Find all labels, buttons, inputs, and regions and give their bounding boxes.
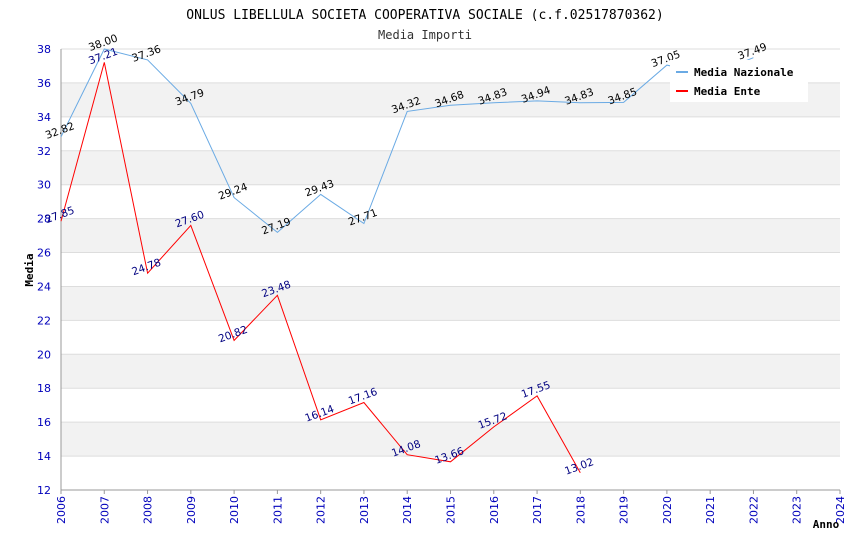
- x-tick-label: 2012: [315, 496, 328, 524]
- y-tick-label: 26: [37, 247, 51, 260]
- chart-title: ONLUS LIBELLULA SOCIETA COOPERATIVA SOCI…: [186, 8, 663, 23]
- legend-box: [670, 60, 808, 102]
- x-tick-label: 2018: [574, 496, 587, 524]
- data-label-media-ente: 20.82: [217, 324, 249, 346]
- x-tick-label: 2009: [185, 496, 198, 524]
- series-line-media-nazionale: [60, 48, 754, 234]
- data-label-media-nazionale: 37.36: [130, 43, 163, 65]
- x-tick-label: 2022: [747, 496, 760, 524]
- y-tick-label: 32: [37, 145, 51, 158]
- y-tick-label: 30: [37, 179, 51, 192]
- x-tick-label: 2021: [704, 496, 717, 524]
- band: [61, 422, 840, 457]
- x-tick-label: 2023: [791, 496, 804, 524]
- data-label-media-nazionale: 37.49: [736, 41, 768, 63]
- data-label-media-ente: 13.02: [563, 456, 595, 478]
- y-tick-label: 28: [37, 213, 51, 226]
- x-tick-label: 2013: [358, 496, 371, 524]
- data-label-media-ente: 17.16: [347, 386, 380, 408]
- y-tick-label: 34: [37, 111, 51, 124]
- y-tick-labels: 12 14 16 18 20 22 24 26 28 30 32 34 36 38: [37, 43, 51, 497]
- y-tick-label: 36: [37, 77, 51, 90]
- band: [61, 354, 840, 389]
- data-label-media-ente: 16.14: [303, 403, 336, 425]
- y-axis-label: Media: [23, 253, 36, 286]
- series-line-media-ente: [60, 62, 581, 473]
- band: [61, 286, 840, 321]
- x-tick-label: 2020: [661, 496, 674, 524]
- x-tick-label: 2008: [142, 496, 155, 524]
- x-tick-label: 2016: [488, 496, 501, 524]
- legend-entry: Media Ente: [694, 85, 761, 98]
- y-tick-label: 18: [37, 382, 51, 395]
- x-axis-label: Anno: [813, 518, 840, 531]
- legend-entry: Media Nazionale: [694, 66, 794, 79]
- y-tick-label: 12: [37, 484, 51, 497]
- series-lines: [60, 48, 754, 473]
- x-tick-labels: 2006 2007 2008 2009 2010 2011 2012 2013 2014 2015…: [55, 496, 847, 524]
- x-tick-label: 2019: [618, 496, 631, 524]
- y-tick-label: 14: [37, 450, 51, 463]
- y-tick-label: 38: [37, 43, 51, 56]
- chart-subtitle: Media Importi: [378, 28, 472, 42]
- x-tick-label: 2006: [55, 496, 68, 524]
- data-label-media-ente: 24.78: [130, 257, 162, 279]
- y-tick-label: 16: [37, 416, 51, 429]
- x-tick-label: 2014: [401, 496, 414, 524]
- background-bands: [61, 82, 840, 457]
- x-tick-label: 2024: [834, 496, 847, 524]
- x-tick-label: 2015: [445, 496, 458, 524]
- legend: Media Nazionale Media Ente: [670, 60, 808, 102]
- x-tick-label: 2007: [98, 496, 111, 524]
- axes: [60, 49, 841, 494]
- band: [61, 218, 840, 253]
- band: [61, 150, 840, 185]
- y-tick-label: 20: [37, 348, 51, 361]
- x-tick-label: 2010: [228, 496, 241, 524]
- x-tick-label: 2017: [531, 496, 544, 524]
- y-tick-label: 24: [37, 280, 51, 293]
- y-tick-label: 22: [37, 314, 51, 327]
- x-tick-label: 2011: [271, 496, 284, 524]
